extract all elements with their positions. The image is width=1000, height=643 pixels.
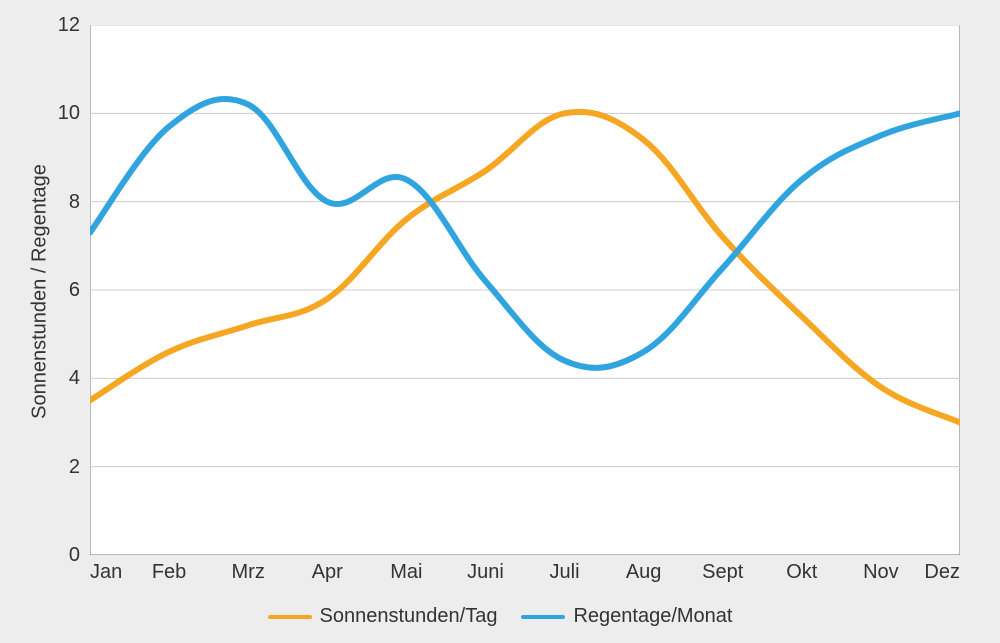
x-tick-label: Juni [467,561,504,584]
x-tick-label: Okt [786,561,817,584]
x-tick-label: Feb [152,561,186,584]
x-tick-label: Nov [863,561,899,584]
y-tick-label: 0 [69,544,80,567]
y-tick-label: 12 [58,14,80,37]
legend-swatch [521,615,565,619]
legend-item: Regentage/Monat [521,605,732,628]
y-tick-label: 6 [69,279,80,302]
legend-item: Sonnenstunden/Tag [268,605,498,628]
y-tick-label: 10 [58,102,80,125]
plot-area [90,25,960,555]
y-tick-label: 2 [69,456,80,479]
legend-label: Regentage/Monat [573,605,732,628]
x-tick-label: Mai [390,561,422,584]
legend: Sonnenstunden/Tag Regentage/Monat [0,605,1000,628]
x-tick-label: Jan [90,561,122,584]
x-tick-label: Sept [702,561,743,584]
y-tick-label: 8 [69,191,80,214]
legend-swatch [268,615,312,619]
x-tick-label: Aug [626,561,662,584]
chart-svg [90,25,960,555]
x-tick-label: Juli [550,561,580,584]
x-tick-label: Dez [924,561,960,584]
legend-label: Sonnenstunden/Tag [320,605,498,628]
x-tick-label: Mrz [232,561,265,584]
y-axis-label: Sonnenstunden / Regentage [29,162,52,422]
y-tick-label: 4 [69,367,80,390]
x-tick-label: Apr [312,561,343,584]
chart-page: Sonnenstunden / Regentage 0 2 4 6 8 10 12 Jan F… [0,0,1000,643]
